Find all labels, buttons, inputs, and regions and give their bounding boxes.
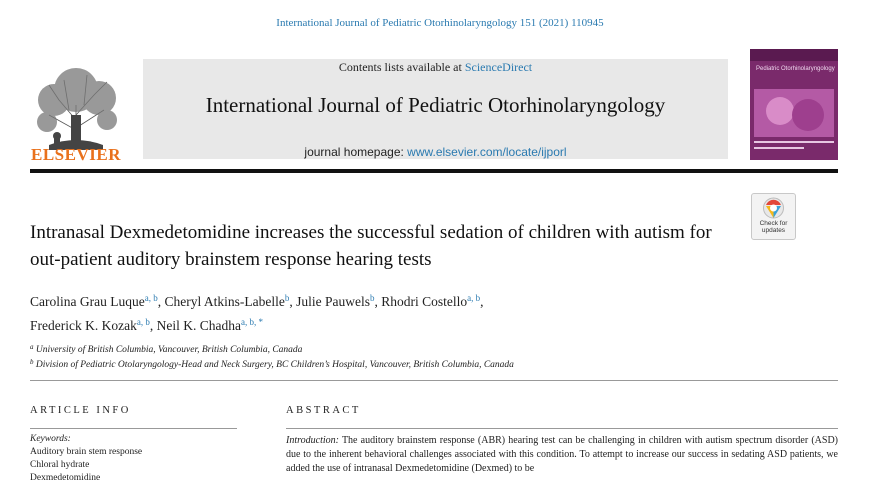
author-list: Carolina Grau Luquea, b, Cheryl Atkins-L… xyxy=(30,288,750,336)
author-name: Neil K. Chadha xyxy=(156,318,241,333)
keywords-label: Keywords: xyxy=(30,434,71,444)
article-info-heading: ARTICLE INFO xyxy=(30,405,131,416)
abstract-rule xyxy=(286,428,838,429)
author-name: Frederick K. Kozak xyxy=(30,318,137,333)
cover-title: Pediatric Otorhinolaryngology xyxy=(756,66,835,72)
contents-prefix: Contents lists available at xyxy=(338,60,465,74)
author-name: Cheryl Atkins-Labelle xyxy=(164,294,285,309)
author-separator: , xyxy=(289,294,297,309)
abstract-intro-label: Introduction: xyxy=(286,435,339,446)
keywords-list: Auditory brain stem response Chloral hyd… xyxy=(30,446,142,485)
author-affiliation[interactable]: b xyxy=(284,293,290,303)
keyword-item: Chloral hydrate xyxy=(30,460,90,470)
author-affiliation[interactable]: a, b, * xyxy=(240,317,263,327)
affiliation-item: a University of British Columbia, Vancou… xyxy=(30,341,790,356)
journal-title: International Journal of Pediatric Otorh… xyxy=(205,93,666,117)
crossmark-label: Check for updates xyxy=(752,220,795,234)
affiliation-key: b xyxy=(30,358,34,366)
author-affiliation[interactable]: b xyxy=(369,293,375,303)
abstract-intro-text: The auditory brainstem response (ABR) he… xyxy=(286,435,838,474)
article-info-rule xyxy=(30,428,237,429)
crossmark-line1: Check for xyxy=(759,220,788,227)
author-name: Carolina Grau Luque xyxy=(30,294,145,309)
author-separator: , xyxy=(149,318,157,333)
sciencedirect-link[interactable]: ScienceDirect xyxy=(464,60,533,74)
author-separator: , xyxy=(157,294,165,309)
cover-artwork xyxy=(750,49,838,149)
author-affiliation[interactable]: a, b xyxy=(467,293,481,303)
header-rule xyxy=(30,169,838,173)
keyword-item: Auditory brain stem response xyxy=(30,447,143,457)
affiliation-text: Division of Pediatric Otolaryngology-Hea… xyxy=(35,360,514,370)
journal-cover[interactable]: Pediatric Otorhinolaryngology xyxy=(750,49,838,160)
affiliation-text: University of British Columbia, Vancouve… xyxy=(35,345,303,355)
section-rule xyxy=(30,380,838,381)
abstract-heading: ABSTRACT xyxy=(286,405,361,416)
elsevier-tree-logo xyxy=(37,68,117,150)
affiliation-key: a xyxy=(30,343,34,351)
journal-citation[interactable]: International Journal of Pediatric Otorh… xyxy=(276,17,604,29)
author-name: Julie Pauwels xyxy=(296,294,370,309)
homepage-link[interactable]: www.elsevier.com/locate/ijporl xyxy=(407,145,567,159)
contents-line: Contents lists available at ScienceDirec… xyxy=(143,60,728,75)
author-separator: , xyxy=(480,294,484,309)
abstract-body: Introduction: The auditory brainstem res… xyxy=(286,434,838,476)
author-name: Rhodri Costello xyxy=(381,294,468,309)
affiliation-item: b Division of Pediatric Otolaryngology-H… xyxy=(30,356,790,371)
crossmark-icon xyxy=(763,197,784,219)
homepage-line: journal homepage: www.elsevier.com/locat… xyxy=(143,145,728,159)
article-title: Intranasal Dexmedetomidine increases the… xyxy=(30,222,712,270)
keyword-item: Dexmedetomidine xyxy=(30,473,101,483)
journal-banner: Contents lists available at ScienceDirec… xyxy=(143,59,728,159)
check-for-updates-badge[interactable]: Check for updates xyxy=(751,193,796,240)
author-separator: , xyxy=(374,294,382,309)
homepage-prefix: journal homepage: xyxy=(304,145,408,159)
affiliations: a University of British Columbia, Vancou… xyxy=(30,341,790,371)
author-affiliation[interactable]: a, b xyxy=(144,293,158,303)
publisher-wordmark: ELSEVIER xyxy=(31,145,121,164)
crossmark-line2: updates xyxy=(761,227,786,234)
author-affiliation[interactable]: a, b xyxy=(136,317,150,327)
